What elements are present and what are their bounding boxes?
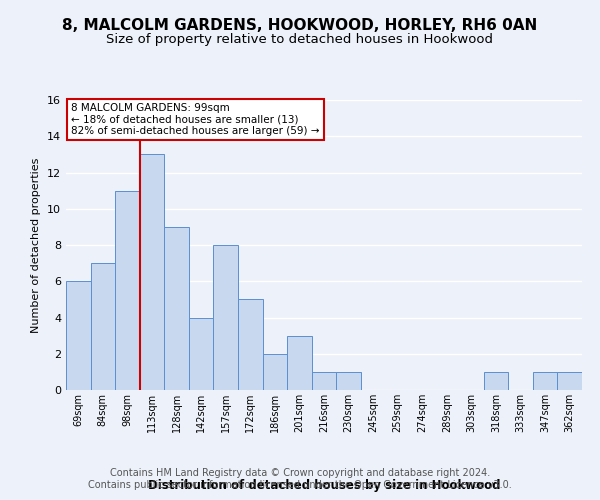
Bar <box>557 372 582 390</box>
Bar <box>484 372 508 390</box>
Bar <box>140 154 164 390</box>
Bar <box>91 263 115 390</box>
Bar <box>66 281 91 390</box>
Bar <box>312 372 336 390</box>
Bar <box>336 372 361 390</box>
Bar <box>238 300 263 390</box>
Bar <box>164 227 189 390</box>
Bar <box>263 354 287 390</box>
Bar <box>533 372 557 390</box>
Bar <box>189 318 214 390</box>
X-axis label: Distribution of detached houses by size in Hookwood: Distribution of detached houses by size … <box>148 480 500 492</box>
Text: Size of property relative to detached houses in Hookwood: Size of property relative to detached ho… <box>107 32 493 46</box>
Bar <box>115 190 140 390</box>
Text: 8, MALCOLM GARDENS, HOOKWOOD, HORLEY, RH6 0AN: 8, MALCOLM GARDENS, HOOKWOOD, HORLEY, RH… <box>62 18 538 32</box>
Y-axis label: Number of detached properties: Number of detached properties <box>31 158 41 332</box>
Text: 8 MALCOLM GARDENS: 99sqm
← 18% of detached houses are smaller (13)
82% of semi-d: 8 MALCOLM GARDENS: 99sqm ← 18% of detach… <box>71 103 320 136</box>
Bar <box>214 245 238 390</box>
Bar <box>287 336 312 390</box>
Text: Contains HM Land Registry data © Crown copyright and database right 2024.
Contai: Contains HM Land Registry data © Crown c… <box>88 468 512 490</box>
